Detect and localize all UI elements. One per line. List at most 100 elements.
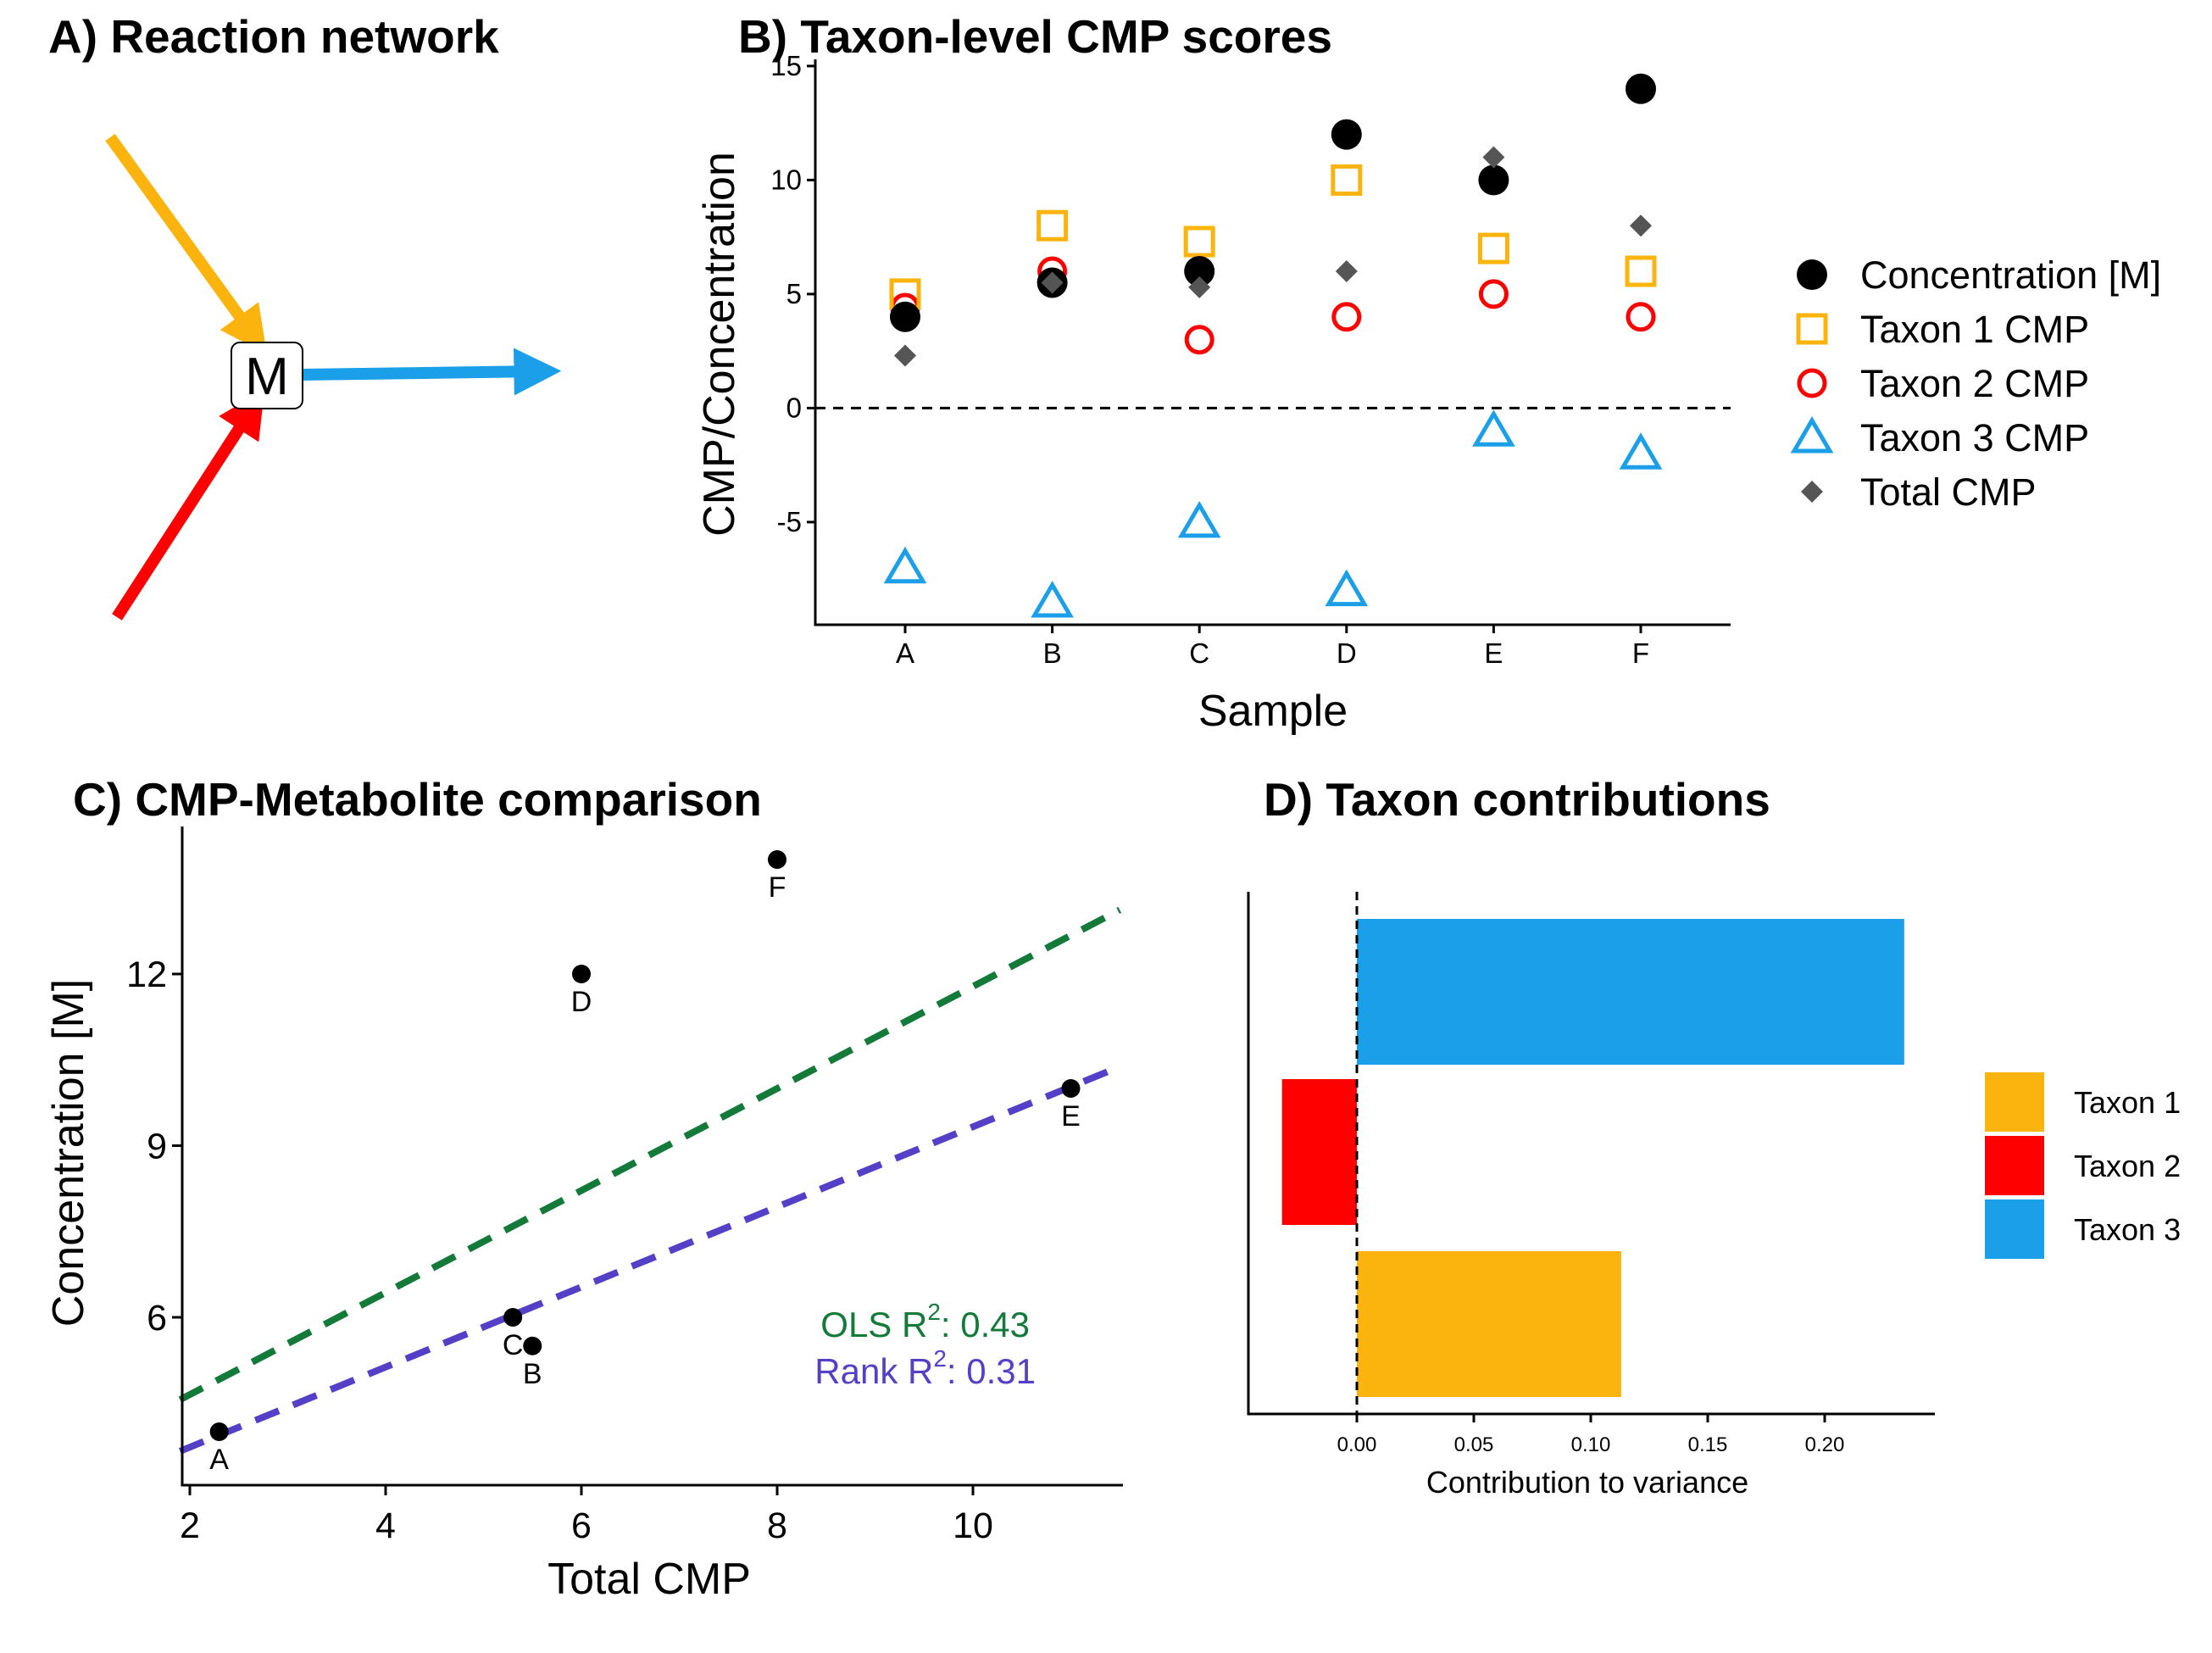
panel-b-legend: Concentration [M] Taxon 1 CMP Taxon 2 CMP T… [1790,253,2161,514]
ols-r2-value: : 0.43 [941,1305,1030,1344]
x-tick-label: 8 [767,1506,787,1546]
x-tick-label: 0.10 [1571,1433,1611,1456]
t3-point [1472,409,1515,447]
contribution-bar-2 [1281,1079,1357,1225]
contribution-bar-3 [1357,919,1904,1065]
y-tick-label: 12 [126,955,167,995]
y-tick-label: 15 [770,50,802,81]
legend-key-t1 [1796,313,1828,345]
panel-c-x-label: Total CMP [547,1555,751,1604]
panel-b-taxon-cmp-scores: B) Taxon-level CMP scores -5 0 5 10 15 A B C D E F… [695,10,2161,736]
ols-r2-superscript: 2 [927,1299,941,1325]
total-point [1630,214,1652,237]
ols-fit-line [178,906,1122,1403]
legend-label-taxon-3: Taxon 3 [2074,1212,2181,1247]
sample-point [209,1422,229,1441]
x-tick-label: 0.15 [1688,1433,1728,1456]
t3-point [1619,432,1663,470]
panel-c-points: A BC D E F [209,850,1081,1476]
legend-key-taxon-1 [1985,1072,2044,1132]
x-tick-label: E [1484,637,1503,669]
t3-point [883,546,927,584]
rank-r2-superscript: 2 [933,1345,947,1372]
t3-point [1325,569,1369,607]
legend-key-total [1801,481,1823,503]
conc-point [1626,73,1656,104]
t3-point [1031,581,1074,618]
legend-label-taxon-1: Taxon 1 [2074,1085,2181,1120]
conc-point [1478,164,1509,196]
metabolite-node [231,342,303,409]
total-point [1482,146,1505,169]
rank-r2-value: : 0.31 [947,1351,1036,1391]
x-tick-label: A [896,637,914,669]
panel-b-points [883,73,1663,618]
conc-point [890,301,920,332]
total-point [1188,276,1211,298]
legend-label-t3: Taxon 3 CMP [1860,416,2089,459]
x-tick-label: 4 [375,1506,396,1546]
conc-point [1184,256,1215,287]
legend-label-taxon-2: Taxon 2 [2074,1149,2181,1183]
t1-point [1625,255,1657,287]
metabolite-node-label: M [245,348,289,406]
legend-key-taxon-3 [1985,1199,2044,1259]
legend-key-taxon-2 [1985,1136,2044,1195]
sample-point-label: B [523,1358,542,1390]
contribution-bar-1 [1357,1251,1621,1397]
sample-point [523,1336,542,1355]
panel-b-ticks: -5 0 5 10 15 A B C D E F [770,50,1649,669]
t1-point [1477,232,1509,264]
t2-point [1478,279,1509,309]
x-tick-label: 0.05 [1454,1433,1494,1456]
taxon-1-edge [105,133,268,355]
y-tick-label: 10 [770,164,802,195]
x-tick-label: C [1189,637,1209,669]
t3-point [1177,500,1221,538]
legend-label-t1: Taxon 1 CMP [1860,308,2089,351]
panel-d-taxon-contributions: D) Taxon contributions 0.00 0.05 0.10 0.15 0… [1247,773,2181,1500]
x-tick-label: 6 [571,1506,592,1546]
t2-point [1331,302,1362,332]
total-point [1335,260,1358,282]
panel-d-x-label: Contribution to variance [1426,1465,1748,1500]
t1-point [1183,225,1215,258]
legend-label-total: Total CMP [1860,470,2037,514]
x-tick-label: 10 [953,1506,993,1546]
total-point [894,344,916,367]
panel-b-title: B) Taxon-level CMP scores [738,10,1332,63]
legend-label-t2: Taxon 2 CMP [1860,362,2089,405]
taxon-2-edge [112,389,265,621]
conc-point [1331,119,1362,150]
t2-point [1626,302,1656,332]
rank-r2-prefix: Rank R [814,1351,933,1391]
x-tick-label: F [1632,637,1649,669]
ols-r2-prefix: OLS R [820,1305,927,1344]
y-tick-label: 5 [786,278,802,309]
panel-d-title: D) Taxon contributions [1264,773,1770,826]
panel-c-cmp-metabolite-comparison: C) CMP-Metabolite comparison 2 4 6 8 106912 … [44,773,1123,1604]
x-tick-label: 0.00 [1337,1433,1377,1456]
legend-label-conc: Concentration [M] [1860,253,2161,297]
sample-point [503,1308,523,1327]
legend-key-t2 [1797,368,1827,398]
y-tick-label: 6 [147,1298,167,1339]
y-tick-label: -5 [777,506,802,537]
panel-d-ticks: 0.00 0.05 0.10 0.15 0.20 [1337,1414,1844,1456]
x-tick-label: 2 [180,1506,200,1546]
sample-point [1061,1079,1081,1098]
sample-point-label: F [769,871,786,904]
x-tick-label: B [1043,637,1062,669]
t1-point [1037,209,1069,242]
panel-c-ticks: 2 4 6 8 10 6 9 12 [126,955,993,1546]
sample-point-label: E [1061,1100,1081,1133]
rank-r2-annotation: Rank R2: 0.31 [814,1345,1036,1391]
panel-a-title: A) Reaction network [48,10,499,63]
panel-c-title: C) CMP-Metabolite comparison [73,773,762,826]
taxon-3-edge [301,348,562,396]
y-tick-label: 9 [147,1127,167,1167]
panel-b-y-label: CMP/Concentration [695,152,744,537]
legend-key-conc [1797,259,1827,290]
panel-b-x-label: Sample [1198,687,1348,736]
